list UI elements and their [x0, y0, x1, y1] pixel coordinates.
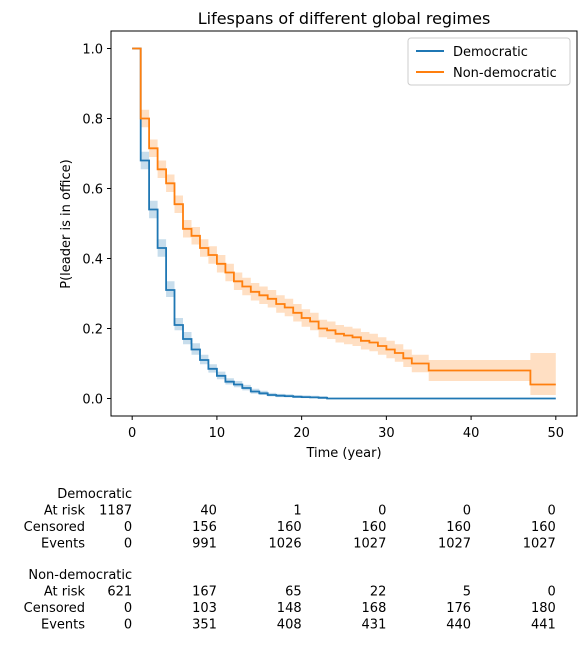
table-row-label: Events: [41, 618, 85, 633]
table-cell: 167: [192, 585, 217, 600]
y-tick-label: 1.0: [82, 43, 103, 58]
x-tick-label: 20: [293, 426, 310, 441]
table-cell: 103: [192, 601, 217, 616]
y-axis-ticks: 0.0 0.2 0.4 0.6 0.8 1.0: [82, 43, 111, 408]
table-cell: 1: [293, 504, 301, 519]
table-cell: 0: [124, 520, 132, 535]
y-tick-label: 0.4: [82, 253, 103, 268]
legend: Democratic Non-democratic: [407, 37, 571, 86]
legend-box: [407, 37, 571, 86]
table-cell: 160: [277, 520, 302, 535]
x-tick-label: 0: [128, 426, 136, 441]
table-cell: 1187: [99, 504, 132, 519]
y-tick-label: 0.8: [82, 113, 103, 128]
at-risk-table: Democratic At risk 1187 40 1 0 0 0 Censored 0 156 1…: [24, 487, 556, 633]
table-cell: 0: [124, 601, 132, 616]
table-cell: 351: [192, 618, 217, 633]
table-cell: 621: [107, 585, 132, 600]
table-cell: 0: [548, 585, 556, 600]
x-tick-label: 40: [463, 426, 480, 441]
y-axis-label: P(leader is in office): [59, 159, 74, 288]
x-tick-label: 30: [378, 426, 395, 441]
x-axis-ticks: 0 10 20 30 40 50: [128, 416, 564, 441]
table-cell: 440: [446, 618, 471, 633]
table-cell: 160: [446, 520, 471, 535]
table-cell: 5: [463, 585, 471, 600]
table-row-label: Censored: [24, 520, 85, 535]
confidence-bands: [132, 48, 556, 399]
table-group-non-democratic: Non-democratic: [28, 568, 132, 583]
table-row-label: Censored: [24, 601, 85, 616]
table-row-label: At risk: [44, 585, 86, 600]
y-tick-label: 0.6: [82, 183, 103, 198]
x-tick-label: 50: [548, 426, 565, 441]
table-cell: 0: [463, 504, 471, 519]
table-cell: 40: [200, 504, 217, 519]
plot-frame: [110, 30, 578, 417]
table-cell: 156: [192, 520, 217, 535]
table-cell: 1027: [523, 537, 556, 552]
table-group-democratic: Democratic: [57, 487, 132, 502]
table-cell: 408: [277, 618, 302, 633]
x-axis-label: Time (year): [305, 446, 381, 461]
table-cell: 160: [362, 520, 387, 535]
y-tick-label: 0.2: [82, 323, 103, 338]
table-row-label: At risk: [44, 504, 86, 519]
table-cell: 0: [124, 618, 132, 633]
legend-label-non-democratic: Non-democratic: [453, 66, 557, 81]
ci-band-non-democratic: [132, 48, 556, 395]
survival-lines: [132, 47, 556, 400]
table-cell: 991: [192, 537, 217, 552]
y-tick-label: 0.0: [82, 393, 103, 408]
table-cell: 180: [531, 601, 556, 616]
table-cell: 441: [531, 618, 556, 633]
legend-label-democratic: Democratic: [453, 45, 528, 60]
table-row-label: Events: [41, 537, 85, 552]
survival-line-non-democratic: [132, 47, 556, 386]
table-cell: 148: [277, 601, 302, 616]
table-cell: 65: [285, 585, 302, 600]
x-tick-label: 10: [209, 426, 226, 441]
table-cell: 0: [378, 504, 386, 519]
table-cell: 431: [362, 618, 387, 633]
table-cell: 1027: [438, 537, 471, 552]
table-cell: 176: [446, 601, 471, 616]
table-cell: 0: [548, 504, 556, 519]
table-cell: 168: [362, 601, 387, 616]
chart-title: Lifespans of different global regimes: [198, 9, 491, 28]
table-cell: 160: [531, 520, 556, 535]
table-cell: 1026: [269, 537, 302, 552]
table-cell: 22: [370, 585, 387, 600]
table-cell: 1027: [353, 537, 386, 552]
survival-line-democratic: [132, 47, 556, 400]
ci-band-democratic: [132, 48, 556, 399]
table-cell: 0: [124, 537, 132, 552]
